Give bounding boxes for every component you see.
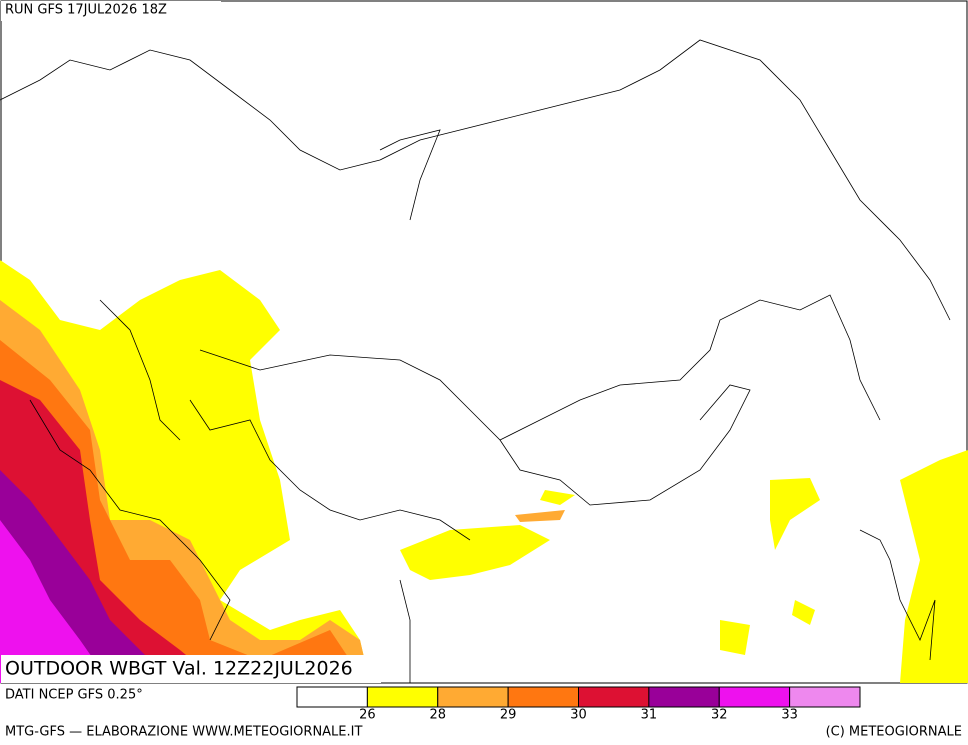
legend-swatch [507,686,579,708]
legend-tick-label: 32 [711,708,728,723]
credit: MTG-GFS — ELABORAZIONE WWW.METEOGIORNALE… [5,725,362,740]
run-box [1,1,221,21]
legend: 26 28 29 30 31 32 33 [296,686,861,723]
shading [0,260,968,683]
map-title: OUTDOOR WBGT Val. 12Z22JUL2026 [5,658,353,680]
legend-swatch [578,686,650,708]
legend-tick-label: 31 [641,708,658,723]
legend-swatch [296,686,368,708]
legend-tick-label: 33 [781,708,798,723]
legend-swatch [789,686,861,708]
legend-tick-label: 30 [570,708,587,723]
boundaries [0,39,951,683]
legend-swatch [437,686,509,708]
run-label: RUN GFS 17JUL2026 18Z [5,3,167,18]
map: OUTDOOR WBGT Val. 12Z22JUL2026 RUN GFS 1… [0,0,968,684]
legend-tick-label: 26 [359,708,376,723]
title-box [1,655,381,683]
legend-swatch [648,686,720,708]
legend-tick-label: 29 [500,708,517,723]
legend-tick-label: 28 [429,708,446,723]
copyright: (C) METEOGIORNALE [826,725,962,740]
source: DATI NCEP GFS 0.25° [5,688,143,703]
legend-swatch [718,686,791,708]
legend-swatch [366,686,439,708]
